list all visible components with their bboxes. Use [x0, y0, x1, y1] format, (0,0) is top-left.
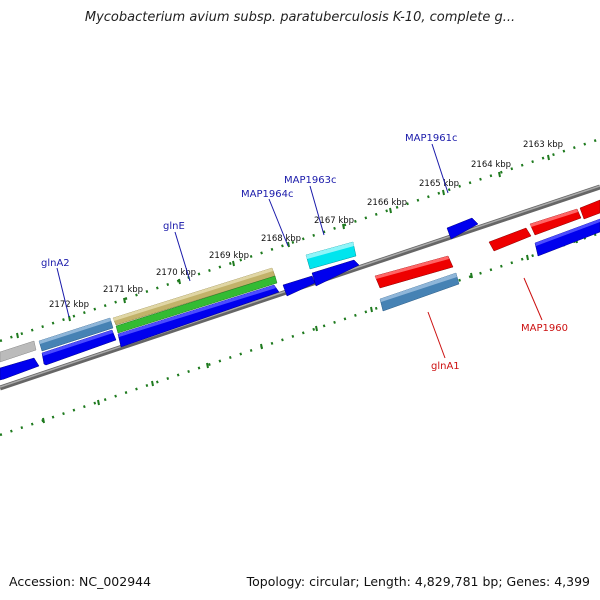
- tick-label-2169: 2169 kbp: [209, 251, 249, 261]
- forward-features: [0, 217, 479, 381]
- tick-label-2167: 2167 kbp: [314, 216, 354, 226]
- tick-label-2164: 2164 kbp: [471, 160, 511, 170]
- gene-glnA1-feature[interactable]: [374, 255, 454, 289]
- cds-glnE-green[interactable]: [115, 275, 278, 334]
- tick-label-2170: 2170 kbp: [156, 268, 196, 278]
- gene-red-3[interactable]: [579, 199, 600, 220]
- gene-MAP1961c-feature[interactable]: [446, 217, 479, 240]
- label-connectors: [56, 143, 543, 359]
- tick-label-2166: 2166 kbp: [367, 198, 407, 208]
- cds-blue-1[interactable]: [0, 357, 40, 381]
- gene-label-glnA2[interactable]: glnA2: [41, 258, 70, 269]
- gene-label-MAP1961c[interactable]: MAP1961c: [405, 133, 457, 144]
- map-title: Mycobacterium avium subsp. paratuberculo…: [84, 10, 516, 25]
- cds-blue-right[interactable]: [534, 218, 600, 257]
- gene-label-MAP1963c[interactable]: MAP1963c: [284, 175, 336, 186]
- gene-label-MAP1964c[interactable]: MAP1964c: [241, 189, 293, 200]
- gene-MAP1960-feature[interactable]: [488, 227, 532, 252]
- feature-grey[interactable]: [0, 340, 37, 363]
- genome-summary: Topology: circular; Length: 4,829,781 bp…: [246, 574, 590, 589]
- reverse-features: [374, 199, 600, 312]
- major-ticks-outer: [16, 154, 550, 339]
- gene-red-2[interactable]: [529, 208, 582, 236]
- tick-label-2168: 2168 kbp: [261, 234, 301, 244]
- tick-label-2171: 2171 kbp: [103, 285, 143, 295]
- cds-MAP1963c-blue[interactable]: [311, 259, 360, 287]
- tick-label-2163: 2163 kbp: [523, 140, 563, 150]
- gene-labels: glnA2 glnE MAP1964c MAP1963c MAP1961c gl…: [41, 133, 568, 372]
- tick-label-2172: 2172 kbp: [49, 300, 89, 310]
- accession-label: Accession: NC_002944: [9, 574, 152, 589]
- gene-label-MAP1960[interactable]: MAP1960: [521, 323, 568, 334]
- tick-label-2165: 2165 kbp: [419, 179, 459, 189]
- gene-label-glnA1[interactable]: glnA1: [431, 361, 460, 372]
- gene-label-glnE[interactable]: glnE: [163, 221, 185, 232]
- tick-labels: 2172 kbp 2171 kbp 2170 kbp 2169 kbp 2168…: [49, 140, 563, 310]
